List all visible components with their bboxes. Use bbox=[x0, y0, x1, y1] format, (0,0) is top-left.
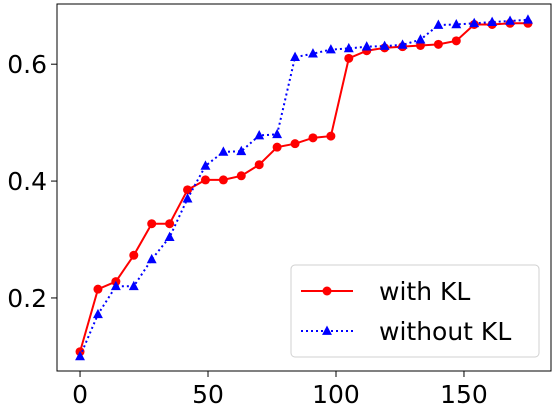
data-point bbox=[379, 40, 390, 50]
data-point bbox=[308, 133, 318, 143]
x-tick-label: 0 bbox=[72, 380, 88, 409]
y-tick-label: 0.4 bbox=[7, 167, 47, 196]
data-point bbox=[129, 250, 139, 260]
data-point bbox=[75, 350, 85, 361]
data-point bbox=[433, 39, 443, 49]
data-point bbox=[254, 129, 265, 140]
data-point bbox=[165, 219, 175, 229]
legend-box bbox=[290, 264, 540, 358]
legend-marker bbox=[322, 325, 332, 335]
data-point bbox=[469, 17, 480, 28]
data-point bbox=[218, 175, 228, 185]
data-point bbox=[236, 145, 247, 156]
data-point bbox=[146, 253, 157, 264]
data-point bbox=[272, 128, 283, 139]
data-point bbox=[505, 15, 515, 25]
legend-label: with KL bbox=[379, 277, 470, 306]
data-point bbox=[93, 308, 103, 319]
data-point bbox=[218, 146, 229, 156]
data-point bbox=[343, 42, 354, 53]
series-0 bbox=[75, 18, 533, 357]
data-point bbox=[308, 48, 318, 58]
data-point bbox=[326, 131, 336, 141]
data-point bbox=[128, 280, 139, 291]
data-point bbox=[451, 18, 462, 29]
data-point bbox=[164, 231, 175, 242]
data-point bbox=[110, 280, 121, 291]
x-tick-label: 50 bbox=[192, 380, 224, 409]
data-point bbox=[272, 142, 282, 152]
data-point bbox=[523, 14, 533, 24]
data-point bbox=[415, 34, 426, 44]
data-point bbox=[290, 51, 300, 62]
legend-marker bbox=[322, 286, 332, 296]
data-point bbox=[183, 185, 193, 195]
plot-frame bbox=[56, 3, 552, 372]
data-point bbox=[397, 39, 408, 49]
data-point bbox=[361, 41, 372, 51]
data-point bbox=[325, 44, 336, 54]
y-tick-label: 0.6 bbox=[7, 50, 47, 79]
x-tick-label: 150 bbox=[440, 380, 488, 409]
data-point bbox=[254, 160, 264, 170]
data-point bbox=[344, 53, 354, 63]
data-point bbox=[290, 139, 300, 149]
ticks-layer: 0 50 100 150 0.2 0.4 0.6 bbox=[7, 50, 488, 409]
data-point bbox=[200, 175, 210, 185]
data-point bbox=[93, 284, 103, 294]
data-point bbox=[200, 160, 211, 170]
series-1 bbox=[75, 14, 533, 361]
data-point bbox=[433, 19, 444, 29]
y-tick-label: 0.2 bbox=[7, 284, 47, 313]
x-tick-label: 100 bbox=[312, 380, 360, 409]
data-point bbox=[451, 36, 461, 46]
data-point bbox=[236, 171, 246, 181]
data-point bbox=[147, 219, 157, 229]
legend: with KL without KL bbox=[290, 264, 540, 358]
series-layer bbox=[75, 14, 533, 361]
data-point bbox=[487, 16, 498, 26]
legend-label: without KL bbox=[379, 317, 511, 346]
data-point bbox=[182, 193, 193, 203]
